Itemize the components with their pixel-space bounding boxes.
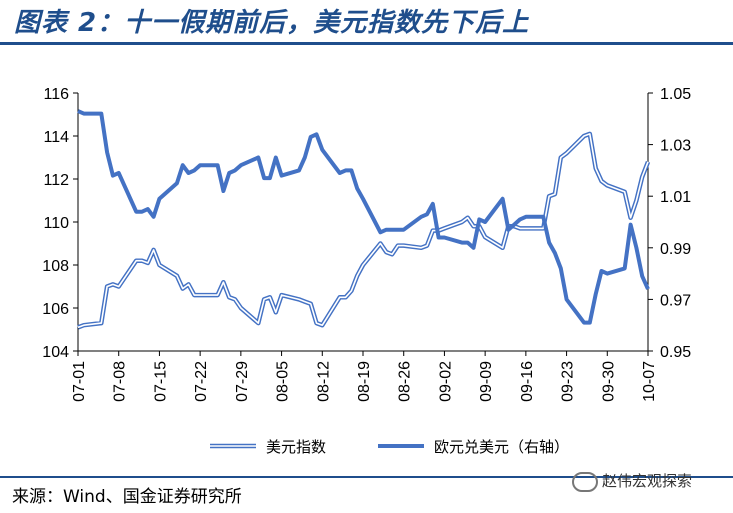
y-left-tick-label: 106 bbox=[42, 301, 69, 318]
legend-item-1: 美元指数 bbox=[210, 439, 326, 456]
x-tick-label: 09-30 bbox=[600, 361, 617, 402]
x-tick-label: 10-07 bbox=[641, 361, 658, 402]
y-left-tick-label: 108 bbox=[42, 258, 69, 275]
wechat-icon bbox=[572, 471, 598, 492]
x-tick-label: 07-08 bbox=[112, 361, 129, 402]
series-2 bbox=[77, 109, 650, 325]
x-tick-label: 08-12 bbox=[315, 361, 332, 402]
x-tick-label: 08-19 bbox=[356, 361, 373, 402]
series-1 bbox=[77, 131, 651, 330]
x-tick-label: 07-22 bbox=[193, 361, 210, 402]
chart-axes: 104 106 108 110 112 114 116 0.95 0.97 0.99 1.01 1.0… bbox=[42, 86, 691, 402]
legend-item-2: 欧元兑美元（右轴） bbox=[378, 439, 569, 456]
x-tick-label: 09-02 bbox=[437, 361, 454, 402]
x-tick-label: 08-05 bbox=[275, 361, 292, 402]
y-right-tick-label: 0.97 bbox=[660, 292, 691, 309]
y-left-tick-label: 104 bbox=[42, 344, 69, 361]
x-tick-label: 09-16 bbox=[519, 361, 536, 402]
source-note: 来源：Wind、国金证券研究所 bbox=[12, 487, 242, 507]
y-right-tick-label: 0.99 bbox=[660, 241, 691, 258]
page-title: 图表 2：十一假期前后，美元指数先下后上 bbox=[14, 8, 530, 38]
legend-label: 美元指数 bbox=[266, 439, 326, 456]
x-tick-label: 09-23 bbox=[560, 361, 577, 402]
footer-divider bbox=[0, 476, 733, 478]
y-right-tick-label: 0.95 bbox=[660, 344, 691, 361]
x-tick-label: 07-01 bbox=[71, 361, 88, 402]
series-line-inner bbox=[77, 133, 649, 329]
y-right-tick-label: 1.01 bbox=[660, 189, 691, 206]
chart-series bbox=[77, 109, 651, 330]
x-tick-label: 08-26 bbox=[397, 361, 414, 402]
y-right-tick-label: 1.05 bbox=[660, 86, 691, 103]
x-tick-label: 07-15 bbox=[152, 361, 169, 402]
y-right-tick-label: 1.03 bbox=[660, 138, 691, 155]
series-line-outer bbox=[77, 131, 651, 330]
y-left-tick-label: 112 bbox=[43, 172, 69, 189]
x-tick-label: 07-29 bbox=[234, 361, 251, 402]
series-line bbox=[77, 109, 650, 325]
chart-legend: 美元指数 欧元兑美元（右轴） bbox=[210, 439, 569, 456]
x-tick-label: 09-09 bbox=[478, 361, 495, 402]
y-left-tick-label: 114 bbox=[43, 129, 69, 146]
watermark: 赵伟宏观探索 bbox=[572, 470, 692, 492]
y-left-tick-label: 110 bbox=[43, 215, 69, 232]
watermark-text: 赵伟宏观探索 bbox=[602, 472, 693, 490]
legend-label: 欧元兑美元（右轴） bbox=[434, 439, 569, 456]
y-left-tick-label: 116 bbox=[43, 86, 69, 103]
title-divider bbox=[0, 42, 733, 45]
